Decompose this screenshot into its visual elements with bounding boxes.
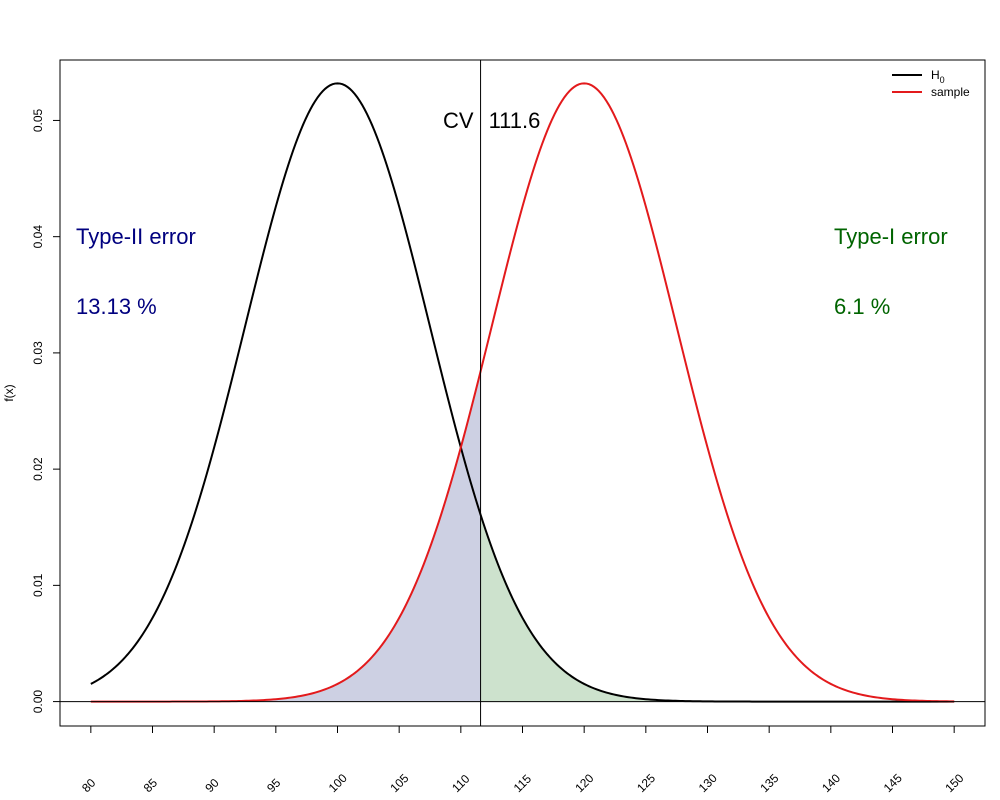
- series-line-0: [90, 82, 955, 703]
- legend: H0 sample: [892, 68, 970, 99]
- y-tick-label: 0.04: [31, 225, 45, 249]
- x-tick-label: 150: [942, 771, 966, 795]
- x-tick-label: 115: [511, 771, 535, 795]
- x-axis: 80 85 90 95 100 105 110 115 120 125 130 135 140 145 15…: [79, 726, 967, 795]
- x-tick-label: 90: [202, 776, 222, 796]
- y-tick-label: 0.01: [31, 573, 45, 597]
- density-curves: [90, 82, 955, 703]
- type-ii-error-value: 13.13 %: [76, 294, 157, 319]
- type-II-region: [90, 371, 481, 702]
- error-regions: [90, 371, 955, 702]
- x-tick-label: 80: [79, 776, 99, 796]
- y-tick-label: 0.00: [31, 690, 45, 714]
- type-I-region: [480, 514, 955, 702]
- y-axis: 0.00 0.01 0.02 0.03 0.04 0.05: [31, 108, 60, 713]
- x-tick-label: 110: [449, 771, 473, 795]
- series-line-1: [90, 82, 955, 703]
- type-i-error-label: Type-I error: [834, 224, 948, 249]
- x-tick-label: 85: [141, 776, 161, 796]
- x-tick-label: 140: [819, 771, 843, 795]
- x-tick-label: 145: [881, 771, 905, 795]
- x-tick-label: 105: [387, 771, 411, 795]
- legend-entry-sample: sample: [931, 85, 970, 99]
- x-tick-label: 95: [264, 776, 284, 796]
- critical-value-annotation: CV 111.6: [443, 108, 540, 133]
- critical-value-label: CV: [443, 108, 474, 133]
- type-i-error-value: 6.1 %: [834, 294, 890, 319]
- y-axis-title: f(x): [2, 384, 16, 401]
- y-tick-label: 0.02: [31, 457, 45, 481]
- x-tick-label: 130: [696, 771, 720, 795]
- y-tick-label: 0.05: [31, 108, 45, 132]
- x-tick-label: 135: [757, 771, 781, 795]
- y-tick-label: 0.03: [31, 341, 45, 365]
- critical-value-number: 111.6: [489, 108, 541, 133]
- type-ii-error-label: Type-II error: [76, 224, 196, 249]
- x-tick-label: 125: [634, 771, 658, 795]
- x-tick-label: 100: [326, 771, 350, 795]
- x-tick-label: 120: [572, 771, 596, 795]
- legend-entry-h0: H0: [931, 68, 945, 85]
